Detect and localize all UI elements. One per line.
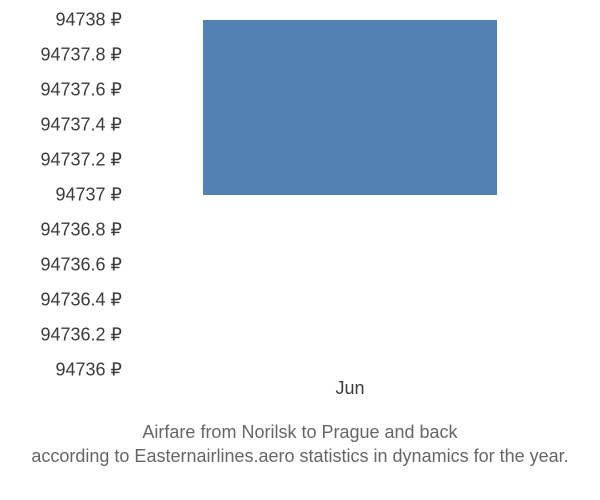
y-tick-label: 94736.6 ₽ [40, 255, 122, 276]
y-tick-label: 94736.8 ₽ [40, 220, 122, 241]
caption-line-2: according to Easternairlines.aero statis… [0, 444, 600, 468]
y-tick-label: 94737.2 ₽ [40, 150, 122, 171]
y-tick-label: 94737.8 ₽ [40, 45, 122, 66]
bar [203, 20, 498, 195]
chart-caption: Airfare from Norilsk to Prague and back … [0, 420, 600, 469]
x-tick-label: Jun [335, 378, 364, 399]
y-tick-label: 94737 ₽ [55, 185, 122, 206]
caption-line-1: Airfare from Norilsk to Prague and back [0, 420, 600, 444]
y-tick-label: 94737.6 ₽ [40, 80, 122, 101]
y-tick-label: 94738 ₽ [55, 10, 122, 31]
y-tick-label: 94737.4 ₽ [40, 115, 122, 136]
y-tick-label: 94736 ₽ [55, 360, 122, 381]
y-tick-label: 94736.2 ₽ [40, 325, 122, 346]
airfare-bar-chart: 94738 ₽ 94737.8 ₽ 94737.6 ₽ 94737.4 ₽ 94737.… [0, 0, 600, 500]
y-tick-label: 94736.4 ₽ [40, 290, 122, 311]
